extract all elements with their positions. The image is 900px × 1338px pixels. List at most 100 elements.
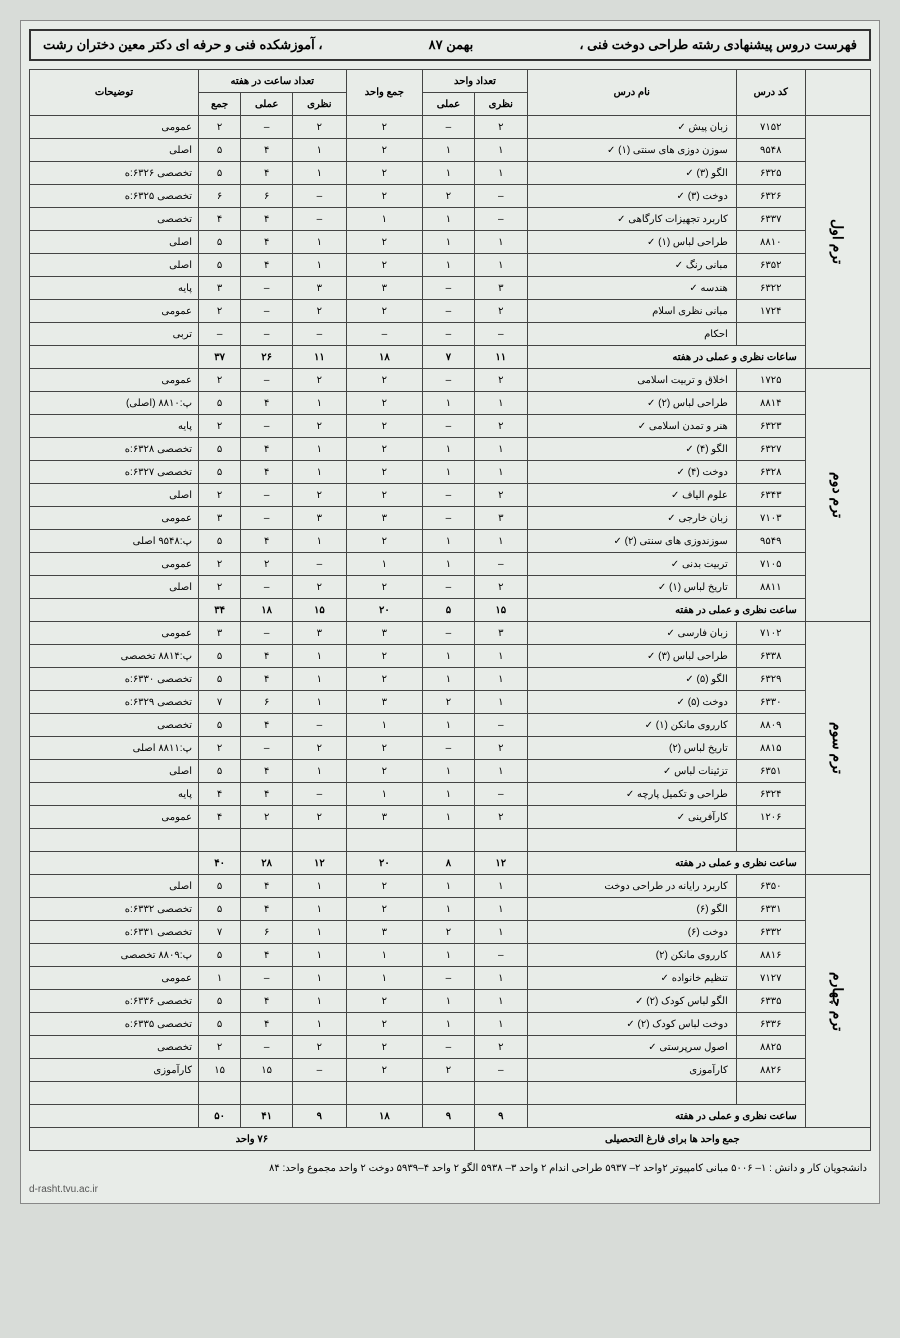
cell-up: – [423, 622, 475, 645]
cell-ut: – [474, 944, 527, 967]
cell-notes: تخصصی ۶۳۲۶:ه [30, 162, 199, 185]
sum-us: ۲۰ [346, 852, 423, 875]
cell-hp: – [241, 1036, 293, 1059]
cell-code: ۸۸۱۰ [736, 231, 805, 254]
cell-ut: – [474, 185, 527, 208]
cell-ht: ۱ [293, 921, 346, 944]
table-row: ۶۳۳۵الگو لباس کودک (۲) ✓۱۱۲۱۴۵تخصصی ۶۳۳۶… [30, 990, 871, 1013]
total-row: جمع واحد ها برای فارغ التحصیلی۷۶ واحد [30, 1128, 871, 1151]
cell-notes [30, 1082, 199, 1105]
cell-up: ۱ [423, 783, 475, 806]
table-row: ۶۳۴۳علوم الیاف ✓۲–۲۲–۲اصلی [30, 484, 871, 507]
cell-up: ۱ [423, 760, 475, 783]
total-label: جمع واحد ها برای فارغ التحصیلی [474, 1128, 870, 1151]
cell-us: ۳ [346, 277, 423, 300]
cell-name [527, 1082, 736, 1105]
col-hs: جمع [199, 93, 241, 116]
cell-name: کارروی مانکن (۱) ✓ [527, 714, 736, 737]
cell-notes: تخصصی [30, 208, 199, 231]
cell-hp: ۱۵ [241, 1059, 293, 1082]
cell-notes: تخصصی [30, 1036, 199, 1059]
cell-hp: – [241, 277, 293, 300]
cell-up: ۱ [423, 553, 475, 576]
cell-name: الگو (۳) ✓ [527, 162, 736, 185]
cell-up: ۱ [423, 254, 475, 277]
cell-up: – [423, 277, 475, 300]
total-value: ۷۶ واحد [30, 1128, 475, 1151]
cell-hp: ۲ [241, 806, 293, 829]
cell-code: ۶۳۵۰ [736, 875, 805, 898]
col-units-group: تعداد واحد [423, 70, 528, 93]
cell-ht: ۱ [293, 668, 346, 691]
cell-up: – [423, 1036, 475, 1059]
cell-us: ۱ [346, 783, 423, 806]
cell-ht: ۲ [293, 806, 346, 829]
term-label: ترم چهارم [805, 875, 870, 1128]
header-box: فهرست دروس پیشنهادی رشته طراحی دوخت فنی … [29, 29, 871, 61]
cell-code: ۶۳۳۸ [736, 645, 805, 668]
table-row: ۶۳۲۹الگو (۵) ✓۱۱۲۱۴۵تخصصی ۶۳۳۰:ه [30, 668, 871, 691]
col-hours-group: تعداد ساعت در هفته [199, 70, 347, 93]
cell-hs: ۵ [199, 162, 241, 185]
cell-hs: ۵ [199, 668, 241, 691]
header-right: فهرست دروس پیشنهادی رشته طراحی دوخت فنی … [579, 37, 857, 53]
cell-hs: ۲ [199, 576, 241, 599]
cell-name: کاربرد رایانه در طراحی دوخت [527, 875, 736, 898]
cell-us: ۱ [346, 714, 423, 737]
cell-code: ۸۸۱۶ [736, 944, 805, 967]
table-row: ۶۳۳۷کاربرد تجهیزات کارگاهی ✓–۱۱–۴۴تخصصی [30, 208, 871, 231]
cell-hs: ۵ [199, 231, 241, 254]
table-row: ۸۸۲۵اصول سرپرستی ✓۲–۲۲–۲تخصصی [30, 1036, 871, 1059]
cell-hs: ۷ [199, 691, 241, 714]
col-ut: نظری [474, 93, 527, 116]
cell-hs: ۶ [199, 185, 241, 208]
cell-ut: ۱ [474, 898, 527, 921]
cell-notes: عمومی [30, 507, 199, 530]
cell-up: ۱ [423, 645, 475, 668]
cell-hp: ۴ [241, 944, 293, 967]
cell-up: ۱ [423, 392, 475, 415]
cell-hp: – [241, 300, 293, 323]
cell-up: ۱ [423, 990, 475, 1013]
cell-ht: ۱ [293, 967, 346, 990]
table-row: ترم چهارم۶۳۵۰کاربرد رایانه در طراحی دوخت… [30, 875, 871, 898]
cell-notes: پایه [30, 783, 199, 806]
cell-code: ۸۸۱۵ [736, 737, 805, 760]
sum-hp: ۲۶ [241, 346, 293, 369]
cell-ht: ۱ [293, 392, 346, 415]
cell-hp: ۴ [241, 645, 293, 668]
cell-up: ۱ [423, 898, 475, 921]
col-term [805, 70, 870, 116]
col-hp: عملی [241, 93, 293, 116]
cell-ut: ۱ [474, 530, 527, 553]
col-up: عملی [423, 93, 475, 116]
cell-us [346, 1082, 423, 1105]
cell-hs: ۲ [199, 300, 241, 323]
cell-hp: ۴ [241, 530, 293, 553]
cell-ut: – [474, 783, 527, 806]
cell-us: ۲ [346, 162, 423, 185]
sum-empty [30, 599, 199, 622]
cell-code: ۸۸۱۱ [736, 576, 805, 599]
cell-hp: – [241, 415, 293, 438]
cell-notes: عمومی [30, 553, 199, 576]
cell-hs: ۲ [199, 415, 241, 438]
cell-us: ۲ [346, 300, 423, 323]
cell-ut: ۳ [474, 507, 527, 530]
cell-code: ۸۸۱۴ [736, 392, 805, 415]
cell-notes: اصلی [30, 139, 199, 162]
cell-ut: – [474, 553, 527, 576]
cell-ht: ۱ [293, 760, 346, 783]
cell-notes: عمومی [30, 369, 199, 392]
sum-hp: ۱۸ [241, 599, 293, 622]
cell-hs: ۱ [199, 967, 241, 990]
col-name: نام درس [527, 70, 736, 116]
cell-hs [199, 1082, 241, 1105]
cell-code: ۱۲۰۶ [736, 806, 805, 829]
cell-ht: ۲ [293, 369, 346, 392]
cell-us: ۲ [346, 484, 423, 507]
sum-empty [30, 852, 199, 875]
cell-ut: ۳ [474, 622, 527, 645]
cell-ht: – [293, 783, 346, 806]
cell-hs: ۴ [199, 806, 241, 829]
